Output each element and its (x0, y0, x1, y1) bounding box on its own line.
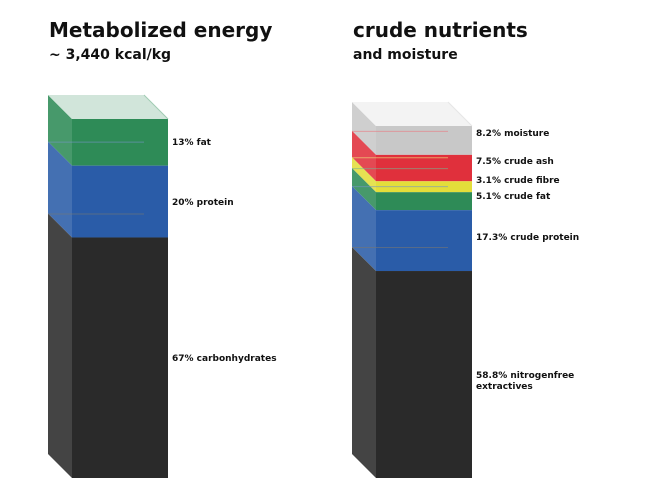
chart-2-title: crude nutrients (353, 18, 528, 42)
label-20-protein: 20% protein (172, 198, 234, 208)
segment-5-1-crude-fat (376, 192, 472, 211)
chart-1-subtitle: ~ 3,440 kcal/kg (49, 47, 172, 63)
chart-2-subtitle: and moisture (353, 47, 458, 63)
segment-side-8-2-moisture (352, 102, 376, 155)
label-5-1-crude-fat: 5.1% crude fat (476, 192, 551, 202)
chart-2-column (352, 101, 473, 478)
segment-side-58-8-nitrogenfree-extractives (352, 247, 376, 478)
column-top-face (48, 95, 168, 119)
column-top-edge (447, 101, 473, 127)
chart-1-title: Metabolized energy (49, 18, 273, 42)
label-8-2-moisture: 8.2% moisture (476, 129, 549, 139)
segment-17-3-crude-protein (376, 210, 472, 272)
label-58-8-nitrogenfree-extractives: 58.8% nitrogenfree extractives (476, 371, 574, 392)
segment-58-8-nitrogenfree-extractives (376, 271, 472, 478)
label-17-3-crude-protein: 17.3% crude protein (476, 233, 579, 243)
label-13-fat: 13% fat (172, 138, 212, 148)
label-7-5-crude-ash: 7.5% crude ash (476, 157, 554, 167)
label-67-carbonhydrates: 67% carbonhydrates (172, 354, 277, 364)
column-top-face (352, 102, 472, 126)
segment-side-67-carbonhydrates (48, 213, 72, 478)
column-top-edge (143, 94, 169, 120)
segment-side-3-1-crude-fibre (352, 157, 376, 193)
segment-side-17-3-crude-protein (352, 186, 376, 272)
segment-67-carbonhydrates (72, 237, 168, 478)
segment-side-13-fat (48, 95, 72, 166)
label-3-1-crude-fibre: 3.1% crude fibre (476, 176, 560, 186)
segment-side-5-1-crude-fat (352, 168, 376, 211)
segment-7-5-crude-ash (376, 154, 472, 182)
chart-1-column (48, 94, 169, 478)
segment-20-protein (72, 165, 168, 238)
segment-8-2-moisture (376, 126, 472, 155)
